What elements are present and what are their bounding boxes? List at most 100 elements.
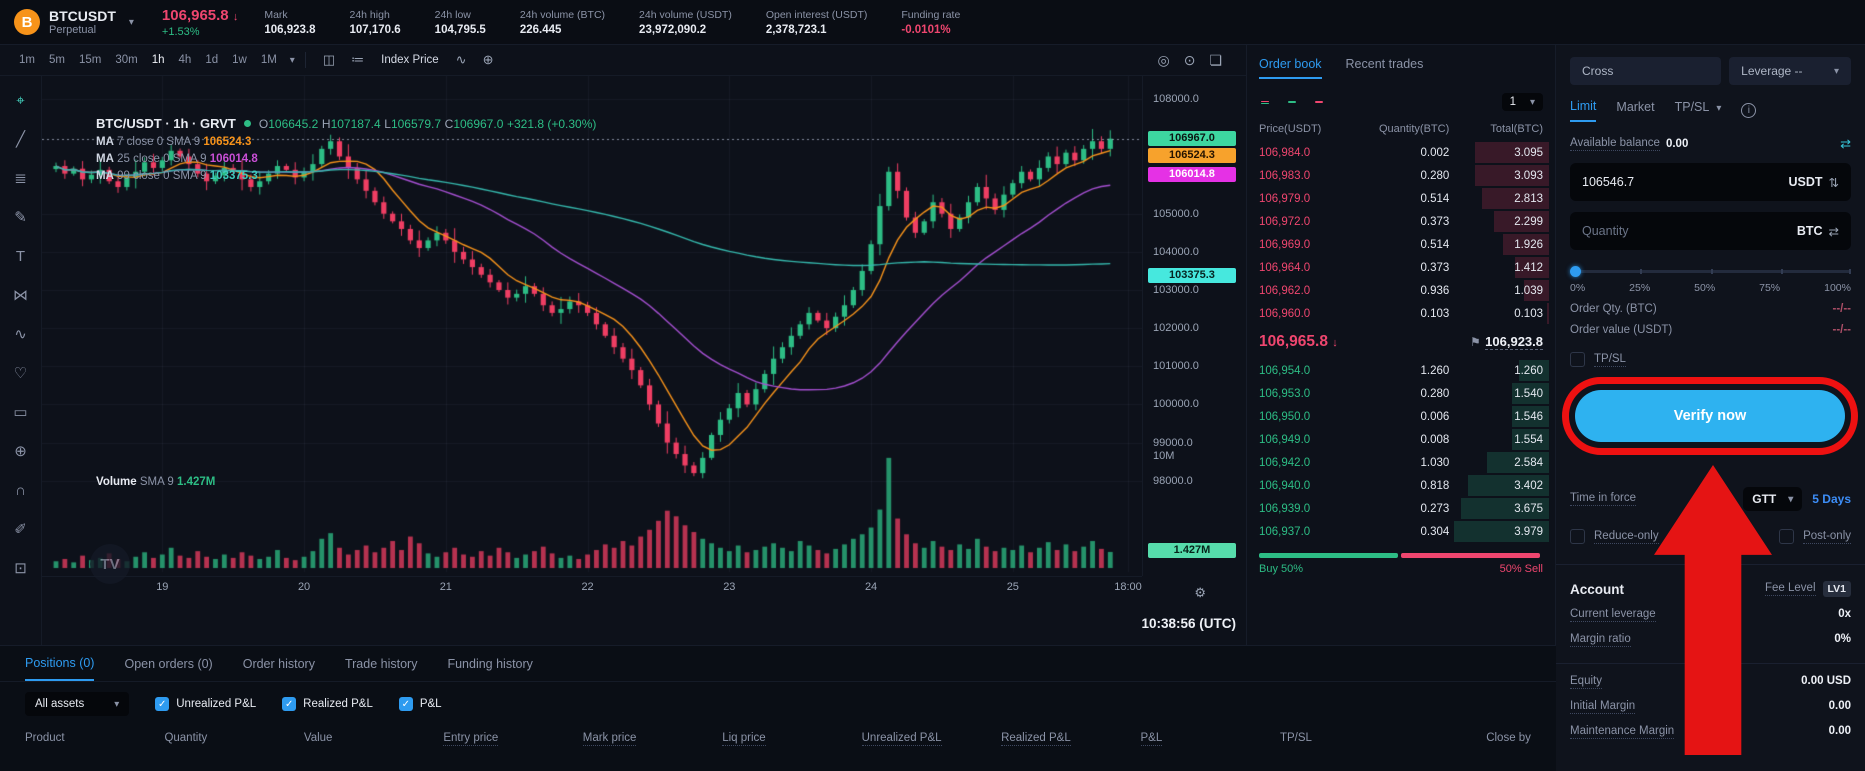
book-mode-bids-icon[interactable] (1286, 99, 1305, 105)
quantity-slider[interactable] (1570, 266, 1851, 277)
pnl-filter-checkbox[interactable]: ✓ P&L (398, 697, 442, 711)
timeframe-1h[interactable]: 1h (151, 54, 165, 66)
chevron-down-icon[interactable]: ▾ (128, 16, 134, 28)
magnet-tool-icon[interactable]: ∩ (15, 481, 26, 499)
fee-level-label[interactable]: Fee Level (1765, 582, 1816, 596)
price-tag: 103375.3 (1148, 267, 1236, 283)
slider-thumb[interactable] (1570, 266, 1581, 277)
timeframe-30m[interactable]: 30m (115, 54, 138, 66)
pnl-filter-checkbox[interactable]: ✓ Realized P&L (282, 697, 373, 711)
timeframe-15m[interactable]: 15m (78, 54, 102, 66)
price-down-icon: ↓ (232, 10, 239, 23)
order-tab-limit[interactable]: Limit (1570, 99, 1597, 122)
tpsl-checkbox[interactable] (1570, 352, 1585, 367)
book-ask-row[interactable]: 106,983.0 0.280 3.093 (1259, 164, 1549, 187)
pip-window-icon[interactable]: ❏ (1209, 51, 1222, 68)
time-axis-label: 21 (439, 581, 452, 593)
tab-order-history[interactable]: Order history (242, 656, 315, 671)
book-ask-row[interactable]: 106,964.0 0.373 1.412 (1259, 256, 1549, 279)
timeframe-1d[interactable]: 1d (205, 54, 219, 66)
order-tab-tpsl[interactable]: TP/SL ▾ (1674, 100, 1722, 114)
forecast-tool-icon[interactable]: ∿ (14, 326, 27, 343)
compare-icon[interactable]: ⊕ (482, 52, 494, 67)
book-ask-row[interactable]: 106,969.0 0.514 1.926 (1259, 233, 1549, 256)
table-column-header: Quantity (164, 732, 208, 744)
price-axis-label: 98000.0 (1153, 474, 1193, 487)
leverage-select[interactable]: Leverage -- ▾ (1729, 57, 1851, 85)
zoom-in-tool-icon[interactable]: ⊕ (14, 443, 27, 460)
market-open-dot-icon (243, 120, 251, 127)
xabcd-pattern-tool-icon[interactable]: ⋈ (13, 287, 28, 304)
tab-order-book[interactable]: Order book (1259, 57, 1322, 79)
unit-swap-icon[interactable]: ⇄ (1828, 224, 1839, 239)
draw-tool-icon[interactable]: ✐ (14, 521, 27, 538)
book-bid-row[interactable]: 106,940.0 0.818 3.402 (1259, 474, 1549, 497)
timeframe-5m[interactable]: 5m (48, 54, 65, 66)
fib-retracement-tool-icon[interactable]: ≣ (14, 170, 27, 187)
timeframe-1w[interactable]: 1w (232, 54, 247, 66)
time-in-force-select[interactable]: GTT ▾ (1743, 487, 1803, 511)
measure-tool-icon[interactable]: ▭ (13, 404, 28, 421)
index-price-button[interactable]: Index Price (381, 54, 439, 66)
text-tool-tool-icon[interactable]: T (15, 247, 26, 265)
book-last-price[interactable]: 106,965.8 ↓ (1259, 333, 1338, 350)
line-chart-icon[interactable]: ∿ (455, 52, 467, 67)
symbol-selector[interactable]: B BTCUSDT Perpetual ▾ (0, 8, 148, 36)
book-mode-asks-icon[interactable] (1313, 99, 1332, 105)
book-ask-row[interactable]: 106,960.0 0.103 0.103 (1259, 302, 1549, 325)
book-bid-row[interactable]: 106,937.0 0.304 3.979 (1259, 520, 1549, 543)
axis-settings-gear-icon[interactable]: ⚙ (1194, 585, 1206, 600)
price-input[interactable]: 106546.7 USDT ⇅ (1570, 163, 1851, 201)
asset-filter-select[interactable]: All assets ▾ (25, 692, 130, 716)
depth-grouping-select[interactable]: 1 ▾ (1501, 93, 1543, 111)
time-axis-label: 20 (297, 581, 311, 593)
trend-line-tool-icon[interactable]: ╱ (15, 131, 26, 148)
book-bid-row[interactable]: 106,942.0 1.030 2.584 (1259, 451, 1549, 474)
reduce-only-checkbox[interactable] (1570, 529, 1585, 544)
order-book-mid: 106,965.8 ↓ ⚑ 106,923.8 (1259, 325, 1543, 359)
price-adjust-icon[interactable]: ⇅ (1828, 175, 1839, 190)
timeframe-1M[interactable]: 1M (260, 54, 277, 66)
checkbox-checked-icon[interactable]: ✓ (282, 697, 297, 711)
checkbox-checked-icon[interactable]: ✓ (155, 697, 170, 711)
verify-now-button[interactable]: Verify now (1575, 390, 1845, 442)
book-bid-row[interactable]: 106,949.0 0.008 1.554 (1259, 428, 1549, 451)
book-ask-row[interactable]: 106,962.0 0.936 1.039 (1259, 279, 1549, 302)
candle-style-icon[interactable]: ◫ (322, 52, 336, 67)
brush-tool-icon[interactable]: ✎ (14, 209, 27, 226)
tab-funding-history[interactable]: Funding history (447, 656, 533, 671)
post-only-checkbox[interactable] (1779, 529, 1795, 544)
book-bid-row[interactable]: 106,939.0 0.273 3.675 (1259, 497, 1549, 520)
book-bid-row[interactable]: 106,954.0 1.260 1.260 (1259, 359, 1549, 382)
timeframe-1m[interactable]: 1m (19, 54, 35, 66)
checkbox-checked-icon[interactable]: ✓ (398, 697, 413, 711)
indicators-icon[interactable]: ≔ (351, 52, 365, 67)
margin-mode-button[interactable]: Cross (1570, 57, 1722, 85)
quantity-input[interactable]: Quantity BTC ⇄ (1570, 212, 1851, 250)
crosshair-tool-icon[interactable]: ⌖ (16, 91, 25, 109)
candlestick-chart[interactable] (42, 76, 1142, 576)
tab-trade-history[interactable]: Trade history (344, 656, 418, 671)
tab-recent-trades[interactable]: Recent trades (1345, 57, 1424, 71)
tab-positions-[interactable]: Positions (0) (25, 646, 95, 681)
price-axis[interactable]: 108000.0 105000.0 104000.0 103000.0 102000.0… (1142, 76, 1247, 576)
lock-tool-icon[interactable]: ⊡ (14, 560, 27, 577)
order-info-icon[interactable]: i (1741, 103, 1757, 118)
order-tab-market[interactable]: Market (1616, 100, 1655, 114)
book-mode-both-icon[interactable] (1259, 99, 1278, 105)
book-ask-row[interactable]: 106,979.0 0.514 2.813 (1259, 187, 1549, 210)
pnl-filter-checkbox[interactable]: ✓ Unrealized P&L (155, 697, 256, 711)
emoji-tool-icon[interactable]: ♡ (13, 365, 28, 382)
tab-open-orders-[interactable]: Open orders (0) (124, 656, 213, 671)
timeframe-more-chevron-icon[interactable]: ▾ (289, 54, 295, 66)
time-axis[interactable]: 19 20 21 22 23 24 25 18:00 (42, 576, 1142, 596)
book-ask-row[interactable]: 106,972.0 0.373 2.299 (1259, 210, 1549, 233)
snapshot-icon[interactable]: ⊙ (1183, 51, 1196, 68)
timeframe-4h[interactable]: 4h (178, 54, 192, 66)
book-mark-price[interactable]: 106,923.8 (1485, 334, 1543, 350)
camera-icon[interactable]: ◎ (1157, 51, 1170, 68)
book-ask-row[interactable]: 106,984.0 0.002 3.095 (1259, 141, 1549, 164)
transfer-icon[interactable]: ⇄ (1840, 136, 1851, 151)
book-bid-row[interactable]: 106,953.0 0.280 1.540 (1259, 382, 1549, 405)
book-bid-row[interactable]: 106,950.0 0.006 1.546 (1259, 405, 1549, 428)
